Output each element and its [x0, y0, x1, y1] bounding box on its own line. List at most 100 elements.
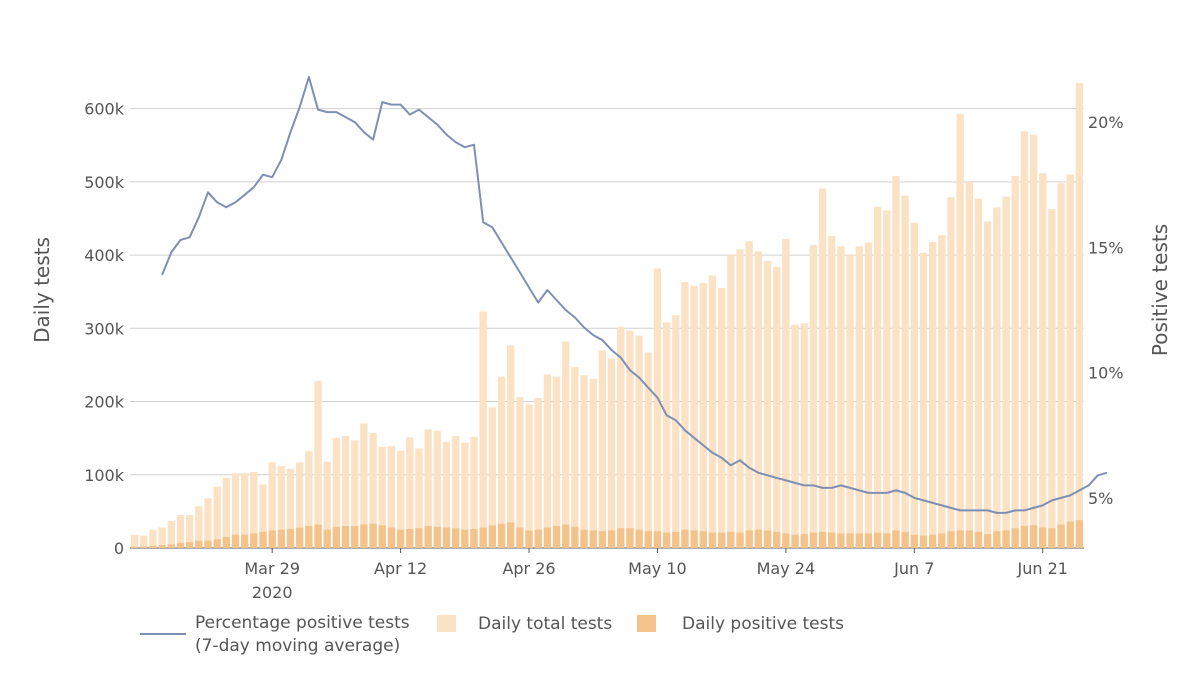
positive-tests-bar [763, 530, 772, 548]
total-tests-bar [286, 468, 295, 548]
positive-tests-bar [296, 527, 304, 548]
positive-tests-bar [984, 534, 992, 548]
total-tests-bar [250, 471, 258, 548]
total-tests-bar [149, 529, 157, 548]
legend-line-label: Percentage positive tests (7-day moving … [195, 613, 415, 656]
positive-tests-bar [470, 528, 478, 548]
total-tests-bar [185, 515, 194, 548]
total-tests-bar [461, 442, 469, 548]
total-tests-bar [552, 376, 561, 548]
positive-tests-bar [204, 540, 212, 548]
total-tests-bar [378, 446, 386, 548]
positive-tests-bar [1048, 528, 1056, 548]
positive-tests-bar [525, 530, 533, 548]
positive-tests-bar [818, 531, 827, 548]
x-tick-label: May 24 [757, 559, 816, 578]
total-tests-bar [873, 206, 882, 548]
positive-tests-bar [828, 532, 836, 548]
positive-tests-bar [1011, 528, 1019, 548]
x-tick-label: May 10 [628, 559, 687, 578]
total-tests-bar [947, 197, 955, 548]
total-tests-bar [662, 322, 671, 548]
total-tests-bar [204, 498, 212, 548]
positive-tests-bar [488, 525, 497, 548]
total-tests-bars [130, 82, 1084, 549]
positive-tests-bar [240, 534, 249, 548]
positive-tests-bar [717, 532, 726, 548]
positive-tests-bar [461, 529, 469, 548]
positive-tests-bar [800, 534, 808, 548]
total-tests-bar [341, 435, 350, 548]
positive-tests-bar [369, 523, 377, 548]
total-tests-bar [708, 275, 717, 548]
x-tick-label: Jun 21 [1016, 559, 1067, 578]
total-tests-bar [1011, 175, 1019, 549]
positive-tests-bar [928, 534, 937, 548]
positive-tests-bar [873, 532, 882, 548]
total-tests-bar [754, 251, 763, 548]
positive-tests-bar [846, 533, 854, 548]
left-tick-label: 600k [84, 100, 125, 119]
total-tests-bar [938, 235, 946, 548]
left-tick-label: 300k [84, 319, 125, 338]
total-tests-bar [690, 285, 698, 548]
total-tests-bar [800, 323, 808, 548]
total-tests-bar [736, 249, 744, 549]
total-tests-bar [974, 198, 983, 549]
total-tests-bar [956, 113, 964, 548]
positive-tests-bar [580, 529, 588, 548]
total-tests-bar [864, 242, 873, 548]
total-tests-bar [589, 378, 597, 548]
total-tests-bar [892, 175, 900, 549]
positive-tests-bar [286, 528, 295, 548]
legend-total-swatch [437, 615, 456, 632]
total-tests-bar [993, 207, 1001, 548]
positive-tests-bar [1002, 530, 1010, 548]
x-tick-label: Apr 26 [502, 559, 555, 578]
positive-tests-bar [892, 530, 900, 548]
positive-tests-bar [534, 529, 542, 548]
total-tests-bar [1002, 196, 1010, 548]
positive-tests-bar [653, 531, 662, 548]
total-tests-bar [653, 268, 662, 548]
positive-tests-bar [507, 522, 515, 548]
positive-tests-bar [662, 532, 671, 548]
positive-tests-bar [176, 542, 185, 548]
positive-tests-bar [736, 532, 744, 548]
positive-tests-bar [617, 528, 625, 548]
positive-tests-bar [855, 533, 863, 548]
left-tick-label: 500k [84, 173, 125, 192]
positive-tests-bar [185, 542, 194, 548]
total-tests-bar [176, 515, 185, 548]
positive-tests-bar [672, 531, 680, 548]
total-tests-bar [268, 462, 276, 548]
total-tests-bar [387, 446, 396, 548]
total-tests-bar [479, 311, 487, 548]
right-tick-label: 10% [1088, 364, 1124, 383]
positive-tests-bar [213, 539, 221, 548]
total-tests-bar [580, 375, 588, 548]
total-tests-bar [277, 465, 286, 548]
total-tests-bar [626, 330, 634, 548]
positive-tests-bar [727, 531, 735, 548]
total-tests-bar [296, 462, 304, 548]
positive-tests-bar [938, 533, 946, 548]
total-tests-bar [442, 441, 451, 548]
total-tests-bar [681, 282, 689, 548]
positive-tests-bar [562, 524, 570, 548]
x-axis: Mar 29 2020 Apr 12 Apr 26 May 10 May 24 Jun 7 J… [244, 548, 1068, 602]
total-tests-bar [1057, 183, 1065, 548]
total-tests-bar [635, 335, 643, 548]
positive-tests-bar [195, 540, 203, 548]
positive-tests-bar [250, 533, 258, 548]
positive-tests-bar [635, 529, 643, 548]
total-tests-bar [323, 461, 331, 548]
positive-tests-bar [167, 544, 175, 548]
positive-tests-bar [268, 530, 276, 548]
positive-tests-bar [745, 530, 753, 548]
positive-tests-bar [974, 531, 983, 548]
total-tests-bar [488, 407, 497, 548]
positive-tests-bar [956, 530, 964, 548]
